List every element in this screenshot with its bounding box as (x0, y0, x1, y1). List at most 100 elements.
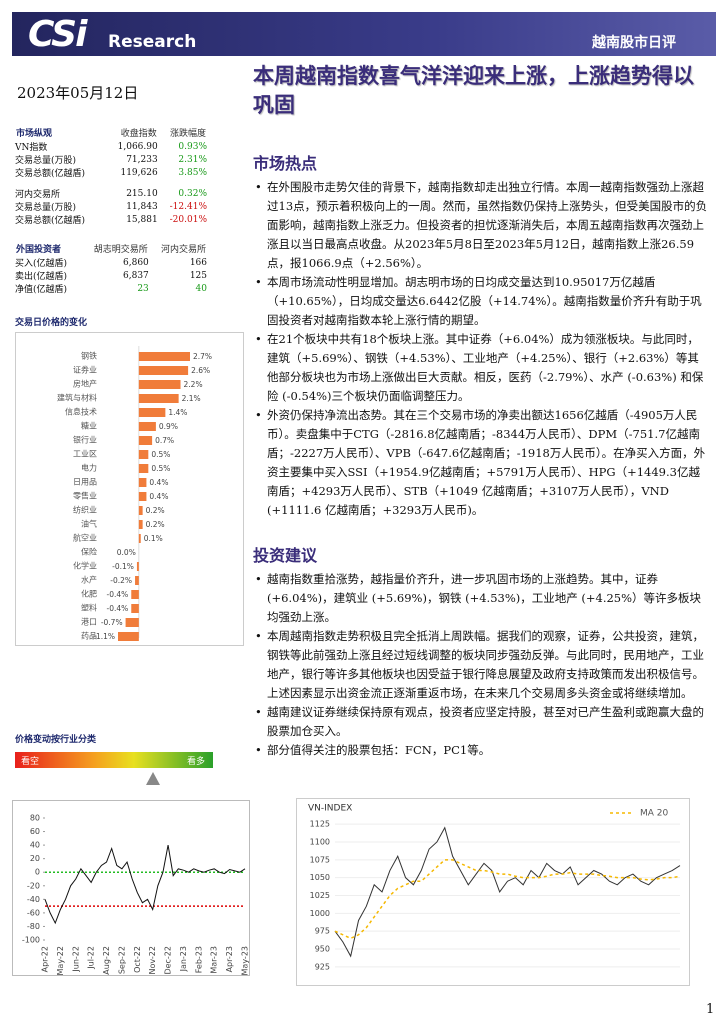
bullet: 本周市场流动性明显增加。胡志明市场的日均成交量达到10.95017万亿越盾（+1… (255, 273, 708, 330)
bar (138, 534, 141, 543)
report-title: 本周越南指数喜气洋洋迎来上涨，上涨趋势得以巩固 (253, 64, 694, 117)
category-label: 油气 (81, 519, 97, 529)
bar (135, 576, 139, 585)
frame (12, 800, 250, 976)
y-tick-label: 60 (30, 827, 40, 836)
bar (136, 562, 139, 571)
row: 交易总额(亿越盾) 15,881 -20.01% (15, 213, 207, 227)
category-label: 塑料 (81, 603, 97, 613)
header-row: 市场纵观 收盘指数 涨跌幅度 (15, 124, 207, 140)
bar (131, 604, 139, 613)
row: 卖出(亿越盾) 6,837 125 (15, 269, 207, 283)
value-label: 0.2% (146, 520, 165, 529)
series-line (334, 859, 681, 940)
y-tick-label: -20 (27, 881, 40, 890)
y-tick-label: 1025 (310, 891, 330, 900)
category-label: 证券业 (73, 365, 97, 375)
x-tick-label: Jul-22 (87, 946, 96, 970)
category-label: 化肥 (81, 589, 97, 599)
y-tick-label: 925 (315, 962, 330, 971)
cell: 1,066.90 (117, 141, 158, 152)
gauge-title: 价格变动按行业分类 (15, 735, 97, 745)
sector-chart: 钢铁 2.7% 证券业 2.6% 房地产 2.2% 建筑与材料 2.1% 信息技术 1.4% 糖业 0… (15, 332, 244, 646)
cell: 15,881 (126, 214, 158, 225)
category-label: 航空业 (73, 533, 97, 543)
category-label: 纺织业 (73, 505, 97, 515)
category-label: 钢铁 (81, 351, 97, 361)
value-label: 0.0% (117, 548, 136, 557)
value-label: 0.2% (146, 506, 165, 515)
header-cell: 河内交易所 (160, 244, 206, 255)
cell: 125 (189, 270, 207, 281)
frame (15, 332, 244, 646)
value-label: 0.5% (151, 450, 170, 459)
section: 投资建议越南指数重拾涨势，越指量价齐升，进一步巩固市场的上涨趋势。其中，证券(+… (253, 542, 708, 760)
bar (138, 450, 149, 459)
value-label: -0.7% (101, 618, 123, 627)
brand: Research (108, 32, 197, 52)
x-tick-label: Apr-23 (225, 946, 234, 972)
cell: 166 (189, 257, 207, 268)
row: 净值(亿越盾) 23 40 (15, 282, 207, 296)
category-label: 港口 (81, 617, 97, 627)
section-heading: 投资建议 (253, 546, 318, 565)
y-tick-label: -60 (27, 908, 40, 917)
value-label: -0.4% (106, 590, 128, 599)
y-tick-label: 1100 (310, 837, 330, 846)
header-cell: 市场纵观 (16, 128, 53, 139)
x-tick-label: Nov-22 (148, 946, 157, 974)
cell: 买入(亿越盾) (15, 259, 68, 269)
value-label: 0.4% (149, 492, 168, 501)
cell: 6,837 (123, 270, 149, 281)
bar (138, 422, 156, 431)
x-tick-label: Dec-22 (164, 946, 173, 975)
x-tick-label: Oct-22 (133, 946, 142, 973)
header-cell: 胡志明交易所 (93, 244, 148, 255)
chart-title: VN-INDEX (308, 804, 352, 814)
x-tick-label: Sep-22 (117, 946, 126, 974)
cell: 0.93% (178, 141, 207, 152)
section-heading: 市场热点 (253, 154, 318, 173)
y-tick-label: 1125 (310, 820, 330, 829)
cell: -12.41% (169, 201, 207, 212)
cell: 23 (137, 283, 149, 294)
x-tick-label: Aug-22 (102, 946, 111, 975)
bar (138, 464, 149, 473)
value-label: -0.2% (110, 576, 132, 585)
category-label: 电力 (81, 463, 97, 473)
value-label: 0.5% (151, 464, 170, 473)
cell: 119,626 (120, 167, 158, 178)
vnindex-chart: 925 950 975 1000 1025 1050 1075 1100 1125 MA 20 VN… (296, 798, 690, 986)
category-label: 药品 (81, 631, 97, 641)
y-tick-label: -100 (22, 936, 40, 945)
y-tick-label: 975 (315, 927, 330, 936)
header-cell: 收盘指数 (120, 128, 157, 139)
section: 市场热点在外围股市走势欠佳的背景下，越南指数却走出独立行情。本周一越南指数强劲上… (253, 150, 708, 520)
cell: 6,860 (123, 257, 149, 268)
bar (138, 478, 147, 487)
bar (138, 506, 143, 515)
series-line (44, 845, 246, 925)
y-tick-label: 1000 (310, 909, 330, 918)
bar (138, 436, 153, 445)
cell: 卖出(亿越盾) (15, 272, 68, 282)
report-name: 越南股市日评 (592, 35, 676, 51)
row: 交易总额(亿越盾) 119,626 3.85% (15, 166, 207, 183)
value-label: 1.4% (168, 408, 187, 417)
cell: 交易总量(万股) (15, 156, 77, 166)
market-table: 市场纵观 收盘指数 涨跌幅度 VN指数 1,066.90 0.93% 交易总量(万股) 71,… (15, 124, 207, 227)
header-cell: 外国投资者 (16, 244, 62, 255)
x-tick-label: Mar-23 (210, 946, 219, 974)
y-tick-label: 40 (30, 841, 40, 850)
y-tick-label: 1050 (310, 873, 330, 882)
foreign-table: 外国投资者 胡志明交易所 河内交易所买入(亿越盾) 6,860 166 卖出(亿越盾) 6,… (15, 240, 207, 296)
y-tick-label: -40 (27, 895, 40, 904)
category-label: 房地产 (73, 379, 97, 389)
bar (125, 618, 139, 627)
y-tick-label: 950 (315, 945, 330, 954)
cell: 215.10 (126, 188, 158, 199)
cell: 71,233 (126, 154, 158, 165)
category-label: 工业区 (73, 449, 97, 459)
bar (138, 380, 181, 389)
